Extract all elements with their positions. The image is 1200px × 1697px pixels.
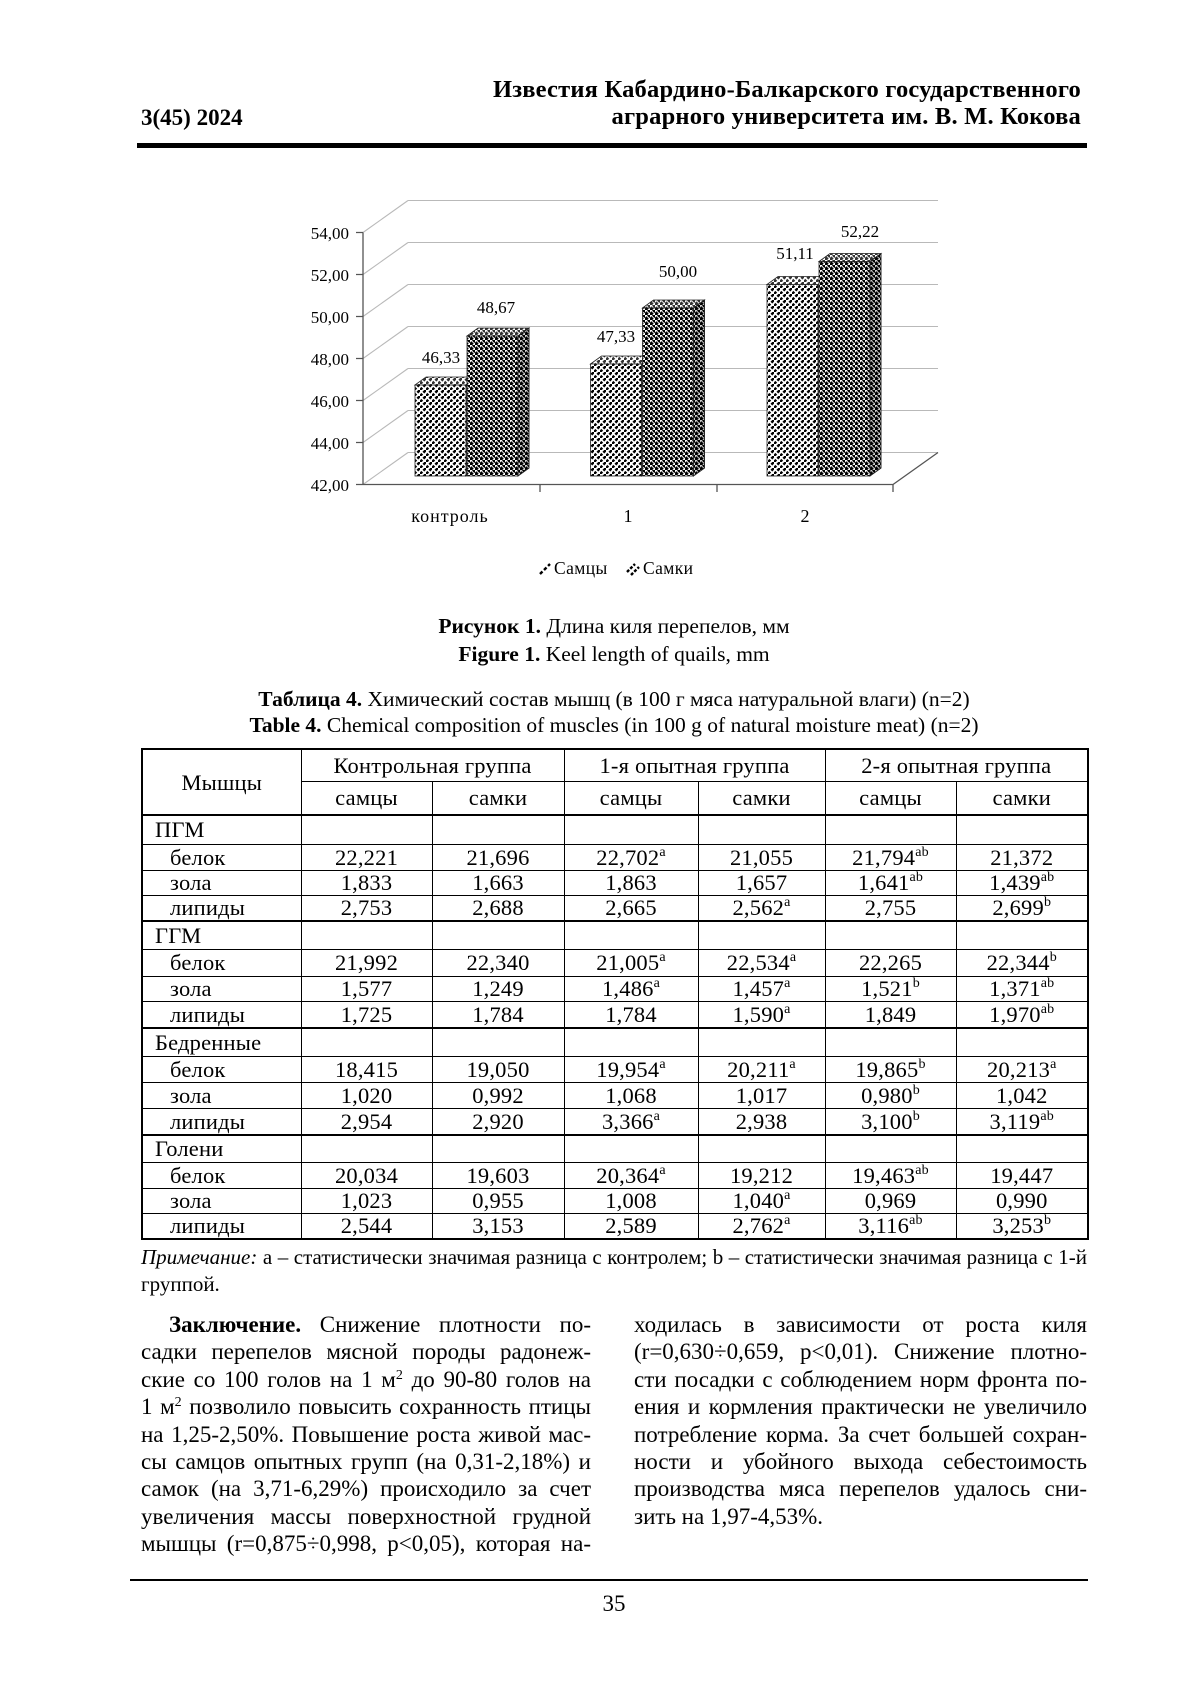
svg-text:2: 2 bbox=[801, 506, 810, 526]
svg-text:47,33: 47,33 bbox=[597, 327, 635, 346]
svg-text:50,00: 50,00 bbox=[311, 308, 349, 327]
svg-text:48,00: 48,00 bbox=[311, 350, 349, 369]
svg-text:46,00: 46,00 bbox=[311, 392, 349, 411]
svg-text:Самки: Самки bbox=[643, 558, 693, 578]
svg-text:46,33: 46,33 bbox=[422, 348, 460, 367]
svg-text:54,00: 54,00 bbox=[311, 224, 349, 243]
svg-text:контроль: контроль bbox=[411, 506, 489, 526]
svg-text:44,00: 44,00 bbox=[311, 434, 349, 453]
svg-text:42,00: 42,00 bbox=[311, 476, 349, 495]
svg-text:1: 1 bbox=[624, 506, 633, 526]
svg-text:Самцы: Самцы bbox=[554, 558, 608, 578]
svg-text:52,00: 52,00 bbox=[311, 266, 349, 285]
svg-text:50,00: 50,00 bbox=[659, 262, 697, 281]
svg-text:48,67: 48,67 bbox=[477, 298, 516, 317]
svg-text:51,11: 51,11 bbox=[776, 244, 814, 263]
svg-text:52,22: 52,22 bbox=[841, 222, 879, 241]
